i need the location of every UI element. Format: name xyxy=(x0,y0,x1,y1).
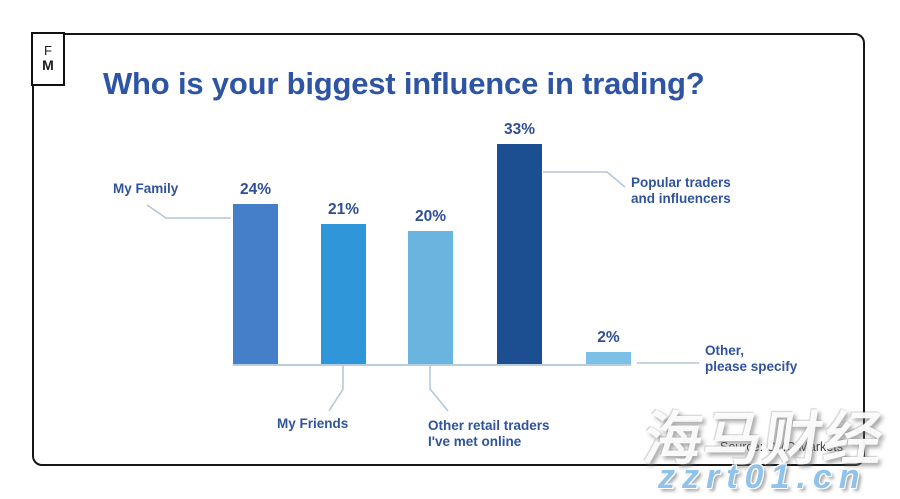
callout-retail-traders: Other retail traders I've met online xyxy=(428,418,550,451)
callout-my-friends: My Friends xyxy=(277,416,348,432)
bar-retail-traders xyxy=(408,231,453,365)
callout-my-family-text: My Family xyxy=(113,181,179,196)
bar-column-retail-traders: 20% xyxy=(408,208,453,365)
bar-column-other: 2% xyxy=(586,329,631,365)
callout-retail-line2: I've met online xyxy=(428,434,522,450)
callout-my-friends-text: My Friends xyxy=(277,416,349,431)
bar-other xyxy=(586,352,631,365)
callout-retail-line1: Other retail traders xyxy=(428,418,550,433)
bar-value-label: 33% xyxy=(503,121,536,138)
watermark-url: zzrt01.cn xyxy=(658,458,867,496)
bar-my-friends xyxy=(321,224,366,365)
callout-my-family: My Family xyxy=(113,181,178,197)
bar-popular-traders xyxy=(497,144,542,365)
fm-logo-letter-f: F xyxy=(44,43,52,59)
bar-my-family xyxy=(233,204,278,365)
callout-popular-line1: Popular traders xyxy=(631,175,731,190)
bar-value-label: 24% xyxy=(239,181,272,198)
callout-popular-line2: and influencers xyxy=(631,191,731,207)
callout-other-line2: please specify xyxy=(705,359,798,375)
bar-value-label: 20% xyxy=(414,208,447,225)
bar-column-my-family: 24% xyxy=(233,181,278,365)
fm-logo-letter-m: M xyxy=(42,57,54,74)
fm-logo: F M xyxy=(31,32,65,86)
source-attribution: Source: CMC Markets xyxy=(720,440,843,454)
bar-column-my-friends: 21% xyxy=(321,201,366,365)
bar-column-popular-traders: 33% xyxy=(497,121,542,365)
callout-other: Other, please specify xyxy=(705,343,797,376)
bar-value-label: 2% xyxy=(597,329,620,346)
bar-value-label: 21% xyxy=(327,201,360,218)
page-title: Who is your biggest influence in trading… xyxy=(103,66,705,101)
x-axis-baseline xyxy=(233,364,631,366)
callout-other-line1: Other, xyxy=(705,343,745,358)
callout-popular-traders: Popular traders and influencers xyxy=(631,175,731,208)
